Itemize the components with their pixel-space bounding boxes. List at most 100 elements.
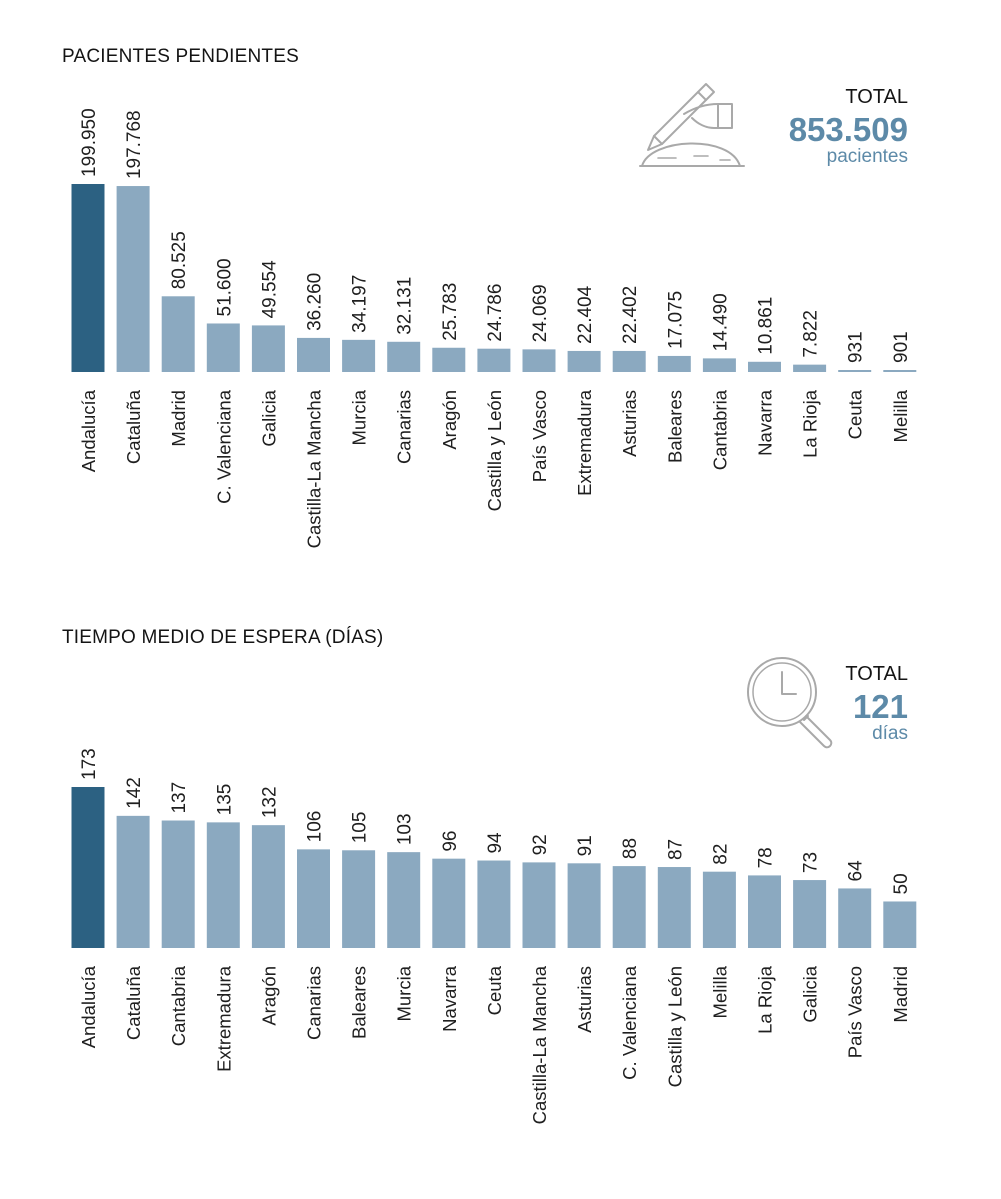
value-label: 199.950 [79,108,100,177]
bar-asturias [612,350,646,372]
category-label: Aragón [439,390,460,450]
clock-magnifier-icon [740,654,840,754]
category-label: C. Valenciana [213,389,234,504]
value-label: 87 [665,839,686,860]
bar-catalu-a [116,186,150,372]
bar-arag-n [251,825,285,948]
value-label: 92 [530,834,551,855]
bar-canarias [297,849,330,948]
category-label: Extremadura [574,389,595,496]
category-label: Extremadura [213,965,234,1072]
value-label: 51.600 [214,258,235,316]
value-label: 137 [169,782,190,814]
bar-c-valenciana [206,323,240,372]
bar-cantabria [161,820,195,948]
category-label: Ceuta [484,965,505,1015]
value-label: 24.069 [530,284,551,342]
total-patients-unit: pacientes [826,146,908,167]
category-label: Castilla y León [484,390,505,511]
value-label: 10.861 [756,297,777,355]
chart1-title: PACIENTES PENDIENTES [62,46,299,67]
value-label: 73 [801,852,822,873]
total-days-box: TOTAL 121 días [708,663,908,745]
bar-la-rioja [793,364,827,372]
total-label-2: TOTAL [845,663,908,685]
bar-murcia [387,852,421,948]
value-label: 22.402 [620,286,641,344]
category-label: Cataluña [123,965,144,1040]
value-label: 94 [485,832,506,854]
value-label: 49.554 [259,260,280,319]
bar-andaluc-a [71,787,105,948]
bar-extremadura [206,822,240,948]
bar-navarra [432,858,466,948]
bar-galicia [793,880,827,948]
category-label: Aragón [258,966,279,1026]
value-label: 105 [350,812,371,844]
bar-castilla-y-le-n [477,348,511,372]
value-label: 142 [124,777,145,809]
category-label: Cantabria [168,965,189,1046]
category-label: Navarra [755,389,776,456]
category-label: Navarra [439,965,460,1032]
value-label: 135 [214,784,235,816]
bar-castilla-la-mancha [297,337,330,372]
bar-castilla-y-le-n [657,867,691,948]
category-label: La Rioja [800,389,821,458]
value-label: 931 [846,331,867,363]
category-label: Asturias [574,966,595,1033]
bar-pa-s-vasco [522,349,556,372]
total-label: TOTAL [845,86,908,108]
bar-baleares [657,355,691,372]
category-label: Baleares [664,390,685,463]
bar-andaluc-a [71,184,105,372]
category-label: Andalucía [78,965,99,1048]
bar-galicia [251,325,285,372]
category-label: Galicia [258,389,279,446]
value-label: 901 [891,331,912,363]
category-label: Baleares [349,966,370,1039]
bar-pa-s-vasco [838,888,872,948]
value-label: 50 [891,873,912,894]
value-label: 24.786 [485,284,506,342]
value-label: 36.260 [305,273,326,331]
bar-c-valenciana [612,866,646,948]
value-label: 106 [305,811,326,843]
category-label: Melilla [890,389,911,442]
bar-baleares [342,850,376,948]
bar-madrid [883,901,917,948]
bar-castilla-la-mancha [522,862,556,948]
bar-catalu-a [116,815,150,948]
value-label: 17.075 [665,291,686,349]
category-label: Murcia [394,965,415,1021]
bar-melilla [883,370,917,372]
bar-navarra [748,361,781,372]
category-label: Castilla y León [664,966,685,1087]
value-label: 103 [395,813,416,845]
category-label: Madrid [890,966,911,1023]
value-label: 173 [79,748,100,780]
bar-madrid [161,296,195,372]
bar-la-rioja [748,875,781,948]
hand-writing-icon [636,78,748,170]
bar-cantabria [702,358,736,372]
value-label: 64 [846,860,867,882]
bar-murcia [342,339,376,372]
total-days-unit: días [872,723,908,744]
value-label: 132 [259,786,280,818]
total-days-value: 121 [852,688,908,725]
category-label: Murcia [349,389,370,445]
category-label: Andalucía [78,389,99,472]
value-label: 22.404 [575,285,596,344]
bar-ceuta [477,860,511,948]
category-label: Ceuta [845,389,866,439]
category-label: La Rioja [755,965,776,1034]
category-label: Cantabria [709,389,730,470]
total-patients-box: TOTAL 853.509 pacientes [708,86,908,168]
pending-patients-chart: 199.950 Andalucía 197.768 Cataluña 80.525 Mad… [71,108,917,548]
category-label: Cataluña [123,389,144,464]
bar-melilla [702,871,736,948]
bar-ceuta [838,370,872,372]
category-label: Asturias [619,390,640,457]
